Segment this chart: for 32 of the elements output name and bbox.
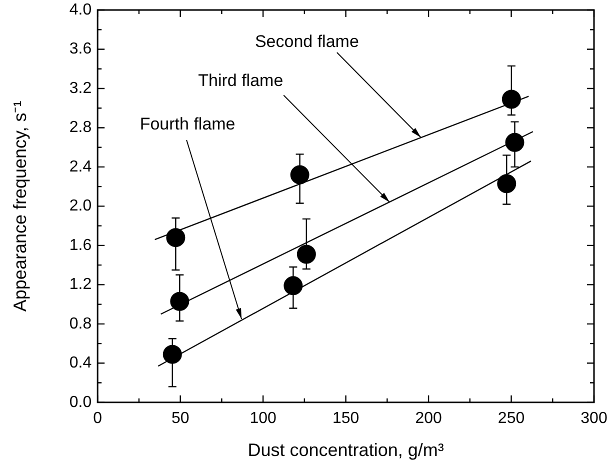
point xyxy=(284,276,303,296)
x-tick-label: 150 xyxy=(332,410,360,427)
y-tick-label: 1.6 xyxy=(69,236,92,254)
point xyxy=(296,244,316,264)
point xyxy=(170,292,190,311)
y-tick-label: 2.0 xyxy=(69,198,92,215)
x-tick-label: 250 xyxy=(498,410,525,427)
point xyxy=(162,344,182,364)
point xyxy=(166,228,186,248)
y-tick-label: 3.6 xyxy=(69,40,92,58)
annotation: Fourth flame xyxy=(140,114,236,134)
point xyxy=(497,174,516,194)
x-tick-label: 100 xyxy=(250,410,277,427)
x-tick-label: 0 xyxy=(93,410,102,427)
y-tick-label: 3.2 xyxy=(69,80,92,97)
annotation: Second flame xyxy=(254,32,359,52)
y-tick-label: 2.8 xyxy=(69,119,92,136)
x-tick-label: 50 xyxy=(171,410,190,427)
x-tick-label: 300 xyxy=(580,410,608,427)
x-axis-title: Dust concentration, g/m³ xyxy=(248,440,444,460)
point xyxy=(502,90,521,109)
y-tick-label: 0.0 xyxy=(69,394,92,411)
annotation: Third flame xyxy=(198,70,284,90)
y-tick-label: 2.4 xyxy=(69,158,92,176)
point xyxy=(290,165,310,184)
y-tick-label: 1.2 xyxy=(69,276,92,294)
y-tick-label: 0.4 xyxy=(69,354,92,372)
y-tick-label: 0.8 xyxy=(69,315,92,332)
point xyxy=(505,132,524,152)
y-axis-title: Appearance frequency, s⁻¹ xyxy=(10,100,30,312)
x-tick-label: 200 xyxy=(415,410,442,427)
y-tick-label: 4.0 xyxy=(69,1,92,18)
